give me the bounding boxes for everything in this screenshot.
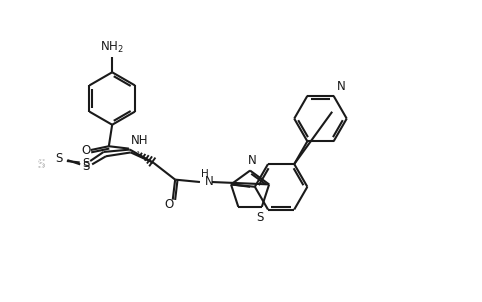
Text: H: H — [201, 169, 209, 179]
Text: N: N — [205, 175, 214, 188]
Text: O: O — [81, 143, 91, 156]
Text: N: N — [336, 80, 345, 93]
Text: S: S — [82, 160, 90, 173]
Text: NH: NH — [131, 134, 148, 147]
Text: NH$_2$: NH$_2$ — [100, 40, 124, 55]
Text: S: S — [256, 211, 264, 224]
Text: O: O — [164, 198, 174, 211]
Text: S: S — [37, 158, 44, 171]
Text: S: S — [55, 152, 62, 165]
Text: S: S — [82, 157, 89, 170]
Text: N: N — [248, 154, 256, 167]
Text: S: S — [37, 158, 44, 171]
